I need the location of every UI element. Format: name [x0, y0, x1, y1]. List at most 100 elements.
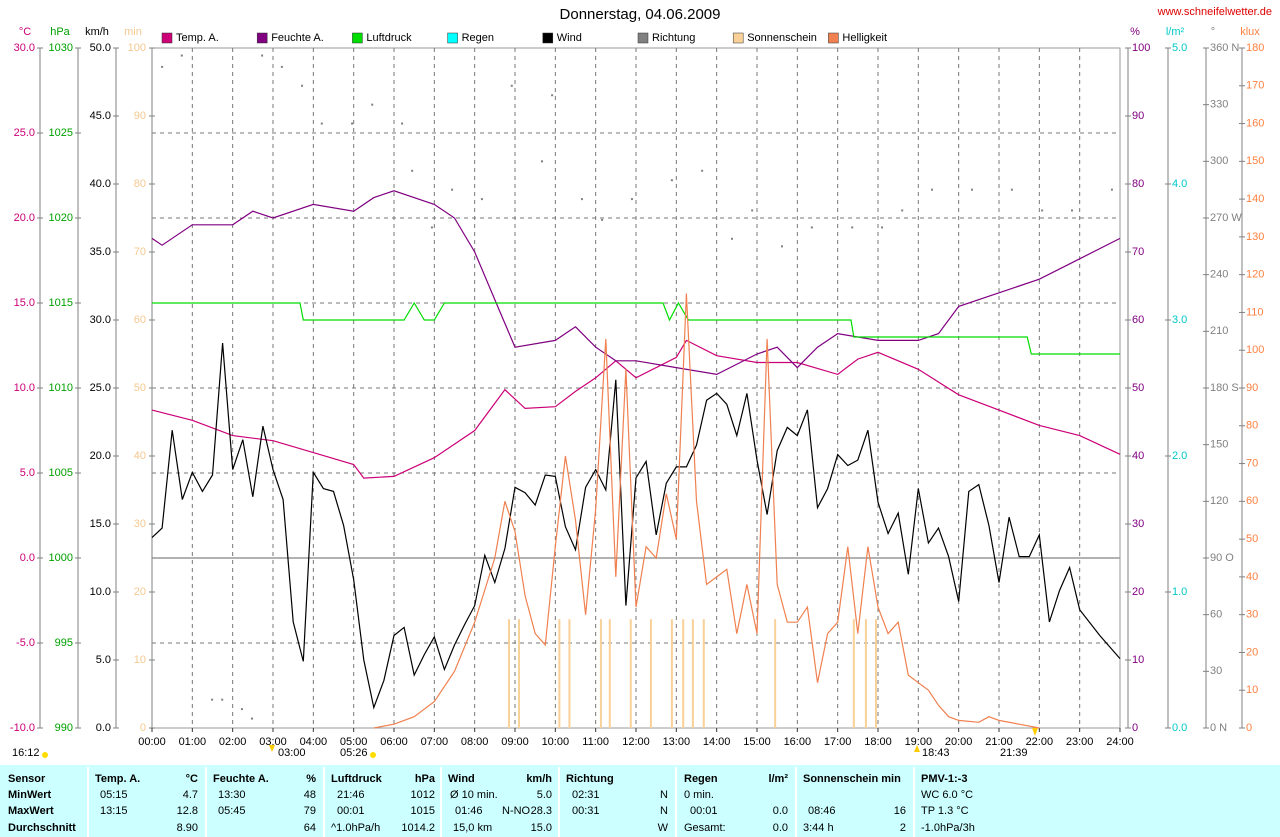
tick-label: 160 [1246, 117, 1264, 129]
stats-cell: 64 [304, 822, 316, 834]
x-tick-label: 07:00 [421, 736, 449, 748]
dot [211, 698, 214, 701]
axis-title: hPa [50, 26, 70, 38]
dot [451, 188, 454, 191]
stats-cell: 01:46 [455, 805, 483, 817]
series-line [151, 343, 1121, 710]
stats-cell: hPa [415, 773, 436, 785]
tick-label: 20.0 [14, 212, 35, 224]
annotation: 03:00 [278, 747, 306, 759]
tick-label: 2.0 [1172, 450, 1187, 462]
stats-cell: Luftdruck [331, 773, 383, 785]
x-tick-label: 10:00 [542, 736, 570, 748]
stats-cell: 8.90 [177, 822, 198, 834]
chart-background [0, 0, 1280, 765]
stats-cell: °C [186, 773, 198, 785]
tick-label: 0 [140, 722, 146, 734]
tick-label: 50 [1246, 533, 1258, 545]
dot [580, 198, 583, 201]
tick-label: 20.0 [90, 450, 111, 462]
stats-cell: Ø 10 min. [450, 789, 498, 801]
source-link[interactable]: www.schneifelwetter.de [1157, 6, 1272, 18]
tick-label: 10 [1246, 684, 1258, 696]
tick-label: 60 [1246, 495, 1258, 507]
dot [970, 188, 973, 191]
annotations: 16:12 03:00 05:26 18:43 21:39 [12, 728, 1038, 759]
tick-label: 90 [134, 110, 146, 122]
tick-label: 130 [1246, 231, 1264, 243]
tick-label: 100 [1132, 42, 1150, 54]
tick-label: 180 S [1210, 382, 1239, 394]
dot [810, 226, 813, 229]
tick-label: 30.0 [90, 314, 111, 326]
tick-label: 60 [1210, 609, 1222, 621]
bar [608, 619, 611, 728]
tick-label: 50 [1132, 382, 1144, 394]
stats-cell: N-NO [502, 805, 531, 817]
annotation: 18:43 [922, 747, 950, 759]
x-tick-label: 03:00 [259, 736, 287, 748]
tick-label: 30 [1246, 609, 1258, 621]
dot [371, 103, 374, 106]
stats-cell: 1014.2 [401, 822, 435, 834]
dot [301, 84, 304, 87]
tick-label: 110 [1246, 306, 1264, 318]
stats-cell: 1012 [411, 789, 435, 801]
x-tick-label: 22:00 [1026, 736, 1054, 748]
bar [649, 619, 652, 728]
x-tick-label: 02:00 [219, 736, 247, 748]
stats-cell: 21:46 [337, 789, 365, 801]
x-tick-label: 24:00 [1106, 736, 1134, 748]
axis-title: min [124, 26, 142, 38]
dot [931, 188, 934, 191]
legend-swatch [637, 32, 649, 44]
legend-label: Sonnenschein [747, 32, 817, 44]
marker [1032, 728, 1038, 736]
stats-cell: Sonnenschein min [803, 773, 901, 785]
dot [401, 122, 404, 125]
legend-swatch [256, 32, 268, 44]
stats-cell: -1.0hPa/3h [921, 822, 975, 834]
tick-label: 1010 [49, 382, 73, 394]
stats-cell: Temp. A. [95, 773, 140, 785]
stats-cell: ^1.0hPa/h [331, 822, 380, 834]
dot [1041, 209, 1044, 212]
x-tick-label: 09:00 [501, 736, 529, 748]
dot [180, 54, 183, 57]
annotation: 21:39 [1000, 747, 1028, 759]
dot [601, 218, 604, 221]
x-tick-label: 06:00 [380, 736, 408, 748]
dot [161, 65, 164, 68]
axis-title: % [1130, 26, 1140, 38]
tick-label: 990 [55, 722, 73, 734]
dot [901, 209, 904, 212]
tick-label: 70 [134, 246, 146, 258]
annotation: 05:26 [340, 747, 368, 759]
dot [751, 209, 754, 212]
stats-cell: Durchschnitt [8, 822, 76, 834]
legend-label: Richtung [652, 32, 695, 44]
dot [251, 717, 254, 720]
dot [351, 122, 354, 125]
tick-label: 995 [55, 637, 73, 649]
x-tick-label: 08:00 [461, 736, 489, 748]
x-tick-label: 11:00 [582, 736, 609, 748]
tick-label: 270 W [1210, 212, 1242, 224]
stats-cell: 15,0 km [453, 822, 492, 834]
marker [914, 745, 920, 752]
bar [507, 619, 510, 728]
legend-label: Feuchte A. [271, 32, 324, 44]
bar [682, 619, 685, 728]
legend-swatch [732, 32, 744, 44]
x-tick-label: 16:00 [784, 736, 812, 748]
tick-label: 10 [1132, 654, 1144, 666]
x-tick-label: 19:00 [905, 736, 933, 748]
bar [702, 619, 705, 728]
tick-label: 25.0 [90, 382, 111, 394]
tick-label: 30 [134, 518, 146, 530]
stats-cell: 0.0 [773, 822, 788, 834]
x-tick-label: 00:00 [138, 736, 166, 748]
tick-label: 0.0 [1172, 722, 1187, 734]
stats-cell: 00:01 [337, 805, 365, 817]
dot [240, 708, 243, 711]
